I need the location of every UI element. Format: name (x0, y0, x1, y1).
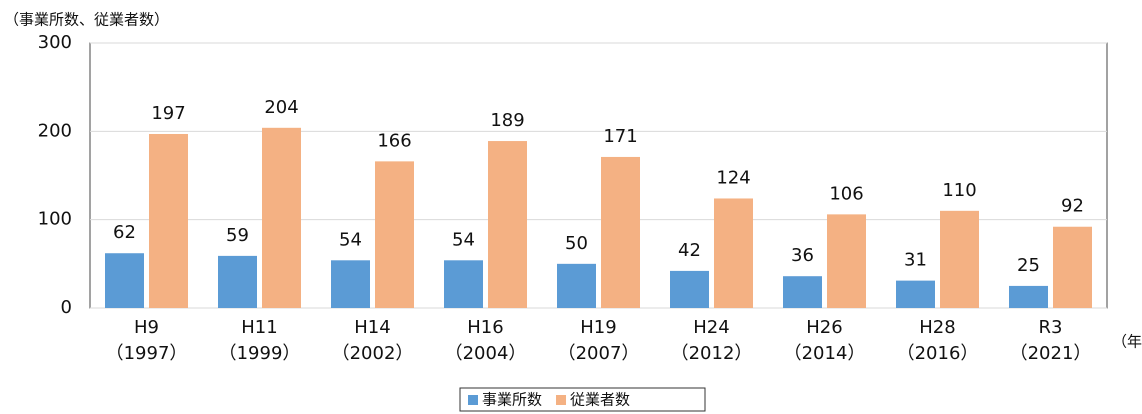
data-label: 110 (942, 180, 976, 201)
bar (1053, 226, 1092, 308)
bar (940, 210, 979, 308)
x-axis-label: （年） (1112, 333, 1142, 351)
bar (262, 127, 301, 308)
legend-swatch (556, 395, 567, 405)
y-tick-label: 300 (38, 32, 72, 53)
bar (331, 260, 370, 308)
x-tick-label: H9 （1997） (106, 317, 188, 364)
data-label: 59 (226, 225, 249, 246)
x-tick-label: H14 （2002） (332, 317, 414, 364)
bar (444, 260, 483, 308)
x-tick-label: H24 （2012） (671, 317, 753, 364)
data-label: 36 (791, 245, 814, 266)
y-tick-label: 0 (61, 297, 72, 318)
bar (557, 263, 596, 308)
y-tick-label: 200 (38, 120, 72, 141)
data-label: 42 (678, 240, 701, 261)
y-tick-label: 100 (38, 209, 72, 230)
bar (896, 280, 935, 308)
legend-box (459, 387, 706, 412)
data-label: 189 (490, 110, 524, 131)
data-label: 171 (603, 126, 637, 147)
bar (1009, 285, 1048, 308)
legend-label: 事業所数 (482, 391, 542, 409)
data-label: 106 (829, 183, 863, 204)
data-label: 204 (264, 97, 298, 118)
x-tick-label: H26 （2014） (784, 317, 866, 364)
bar (375, 161, 414, 308)
bar (149, 133, 188, 308)
data-label: 92 (1061, 196, 1084, 217)
data-label: 54 (339, 229, 362, 250)
bar (218, 255, 257, 308)
x-tick-label: R3 （2021） (1010, 317, 1092, 364)
bar (670, 270, 709, 308)
x-tick-label: H28 （2016） (897, 317, 979, 364)
bar (827, 214, 866, 308)
data-label: 54 (452, 229, 475, 250)
data-label: 197 (151, 103, 185, 124)
legend-swatch (468, 395, 478, 405)
bar (488, 141, 527, 308)
data-label: 166 (377, 130, 411, 151)
x-tick-label: H11 （1999） (219, 317, 301, 364)
x-tick-label: H19 （2007） (558, 317, 640, 364)
data-label: 124 (716, 167, 750, 188)
legend-label: 従業者数 (570, 391, 630, 409)
data-label: 50 (565, 233, 588, 254)
data-label: 25 (1017, 255, 1040, 276)
data-label: 31 (904, 250, 927, 271)
data-label: 62 (113, 222, 136, 243)
bar (714, 198, 753, 308)
bar (105, 253, 144, 308)
x-tick-label: H16 （2004） (445, 317, 527, 364)
bar (601, 156, 640, 308)
bar (783, 276, 822, 308)
y-axis-label: （事業所数、従業者数） (4, 11, 169, 29)
